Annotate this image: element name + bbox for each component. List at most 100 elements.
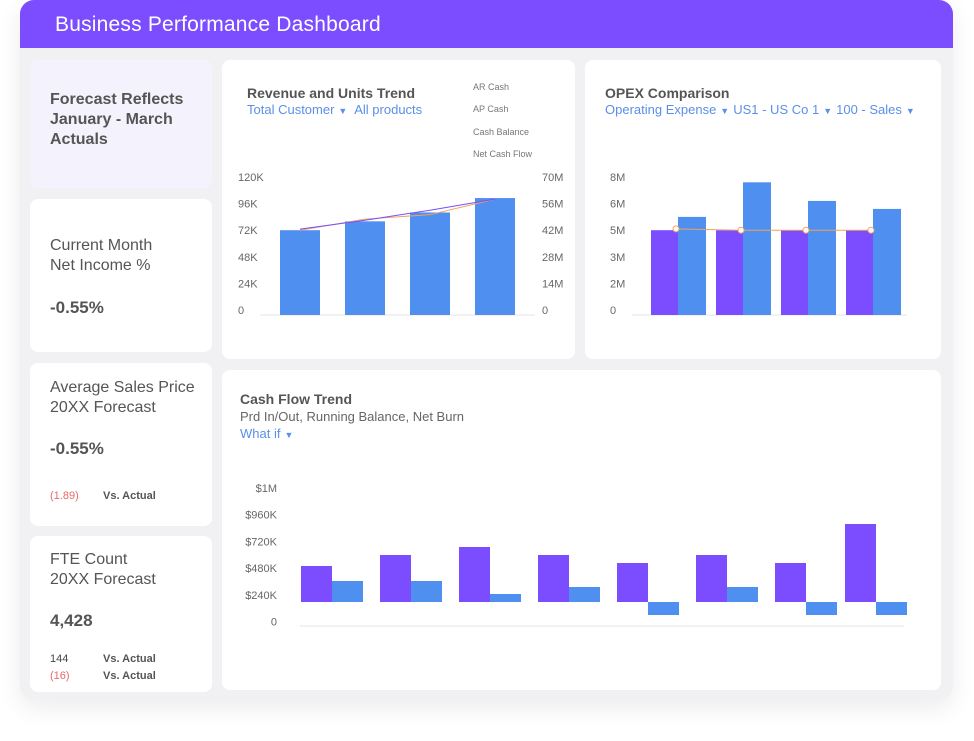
bar-blue bbox=[873, 208, 901, 315]
y-tick-label: 8M bbox=[610, 172, 625, 184]
y-tick-label: 3M bbox=[610, 252, 625, 264]
kpi-line1: Current Month bbox=[50, 237, 153, 254]
bar-purple bbox=[538, 555, 569, 602]
filter-label: Operating Expense bbox=[605, 102, 717, 117]
page-title: Business Performance Dashboard bbox=[55, 13, 381, 36]
legend-item[interactable]: AP Cash bbox=[473, 104, 509, 114]
y-tick-label: 0 bbox=[610, 305, 616, 317]
kpi-delta2: (16) bbox=[50, 670, 70, 682]
bar-purple bbox=[716, 230, 743, 315]
chart-title: Revenue and Units Trend bbox=[247, 85, 416, 101]
company-filter-dropdown[interactable]: US1 - US Co 1 ▼ bbox=[733, 102, 836, 117]
caret-down-icon: ▼ bbox=[905, 106, 915, 116]
legend-item[interactable]: Net Cash Flow bbox=[473, 149, 533, 159]
bar-blue bbox=[411, 581, 442, 602]
bar-purple bbox=[301, 566, 332, 602]
bar-purple bbox=[651, 230, 678, 315]
header: Business Performance Dashboard bbox=[20, 0, 953, 48]
y-tick-label: 96K bbox=[238, 199, 258, 211]
kpi-line2: Net Income % bbox=[50, 257, 151, 274]
bar-purple bbox=[617, 563, 648, 602]
bar-purple bbox=[775, 563, 806, 602]
bar-blue bbox=[806, 602, 837, 615]
kpi-value: -0.55% bbox=[50, 298, 104, 317]
what-if-dropdown[interactable]: What if ▼ bbox=[240, 426, 297, 441]
kpi-line2: 20XX Forecast bbox=[50, 571, 156, 588]
caret-down-icon: ▼ bbox=[823, 106, 833, 116]
revenue-chart: 120K 70M 96K 56M 72K 42M 48K 28M 24K 14M 0 0 bbox=[238, 172, 563, 317]
kpi-avg-price-card: Average Sales Price 20XX Forecast -0.55%… bbox=[30, 363, 212, 526]
filter-label: 100 - Sales bbox=[836, 102, 902, 117]
y-tick-label: 0 bbox=[238, 305, 244, 317]
line-series bbox=[675, 228, 871, 231]
bar-purple bbox=[459, 547, 490, 602]
bar-blue bbox=[648, 602, 679, 615]
y2-tick-label: 28M bbox=[542, 252, 563, 264]
bar-blue bbox=[808, 200, 836, 315]
product-filter-dropdown[interactable]: All products bbox=[354, 102, 423, 117]
y-tick-label: $480K bbox=[245, 563, 277, 575]
bar-blue bbox=[490, 594, 521, 602]
kpi-value: 4,428 bbox=[50, 611, 93, 630]
bar-blue bbox=[743, 182, 771, 315]
bar-purple bbox=[696, 555, 727, 602]
kpi-fte-card: FTE Count 20XX Forecast 4,428 144 Vs. Ac… bbox=[30, 536, 212, 692]
line-series-purple bbox=[299, 198, 496, 230]
filter-label: US1 - US Co 1 bbox=[733, 102, 820, 117]
y2-tick-label: 42M bbox=[542, 225, 563, 237]
kpi-delta: (1.89) bbox=[50, 490, 79, 502]
kpi-delta-label: Vs. Actual bbox=[103, 490, 156, 502]
kpi-line1: Average Sales Price bbox=[50, 379, 195, 396]
line-point bbox=[672, 225, 680, 233]
legend-item[interactable]: AR Cash bbox=[473, 82, 510, 92]
caret-down-icon: ▼ bbox=[338, 106, 348, 116]
bar-blue bbox=[678, 216, 706, 315]
department-filter-dropdown[interactable]: 100 - Sales ▼ bbox=[836, 102, 919, 117]
bar bbox=[280, 230, 320, 315]
bar-purple bbox=[781, 230, 808, 315]
chart-title: OPEX Comparison bbox=[605, 85, 730, 101]
y-tick-label: 24K bbox=[238, 278, 258, 290]
kpi-delta1-label: Vs. Actual bbox=[103, 653, 156, 665]
opex-card: OPEX Comparison Operating Expense ▼ US1 - … bbox=[585, 60, 941, 359]
y-tick-label: 5M bbox=[610, 225, 625, 237]
bar-purple bbox=[380, 555, 411, 602]
y2-tick-label: 14M bbox=[542, 278, 563, 290]
line-point bbox=[802, 226, 810, 234]
y2-tick-label: 70M bbox=[542, 172, 563, 184]
y-tick-label: $720K bbox=[245, 536, 277, 548]
chart-subtitle: Prd In/Out, Running Balance, Net Burn bbox=[240, 409, 465, 424]
customer-filter-dropdown[interactable]: Total Customer ▼ bbox=[247, 102, 351, 117]
revenue-card: Revenue and Units Trend Total Customer ▼ … bbox=[222, 60, 575, 359]
opex-chart: 8M 6M 5M 3M 2M 0 bbox=[610, 172, 907, 317]
kpi-delta1: 144 bbox=[50, 653, 69, 665]
legend-item[interactable]: Cash Balance bbox=[473, 127, 530, 137]
y-tick-label: $240K bbox=[245, 590, 277, 602]
filter-label: What if bbox=[240, 426, 281, 441]
y-tick-label: 2M bbox=[610, 278, 625, 290]
y-tick-label: $1M bbox=[256, 483, 277, 495]
line-point bbox=[867, 226, 875, 234]
y2-tick-label: 56M bbox=[542, 199, 563, 211]
cashflow-card: Cash Flow Trend Prd In/Out, Running Bala… bbox=[222, 370, 941, 690]
y2-tick-label: 0 bbox=[542, 305, 548, 317]
bar-blue bbox=[727, 587, 758, 602]
bar-blue bbox=[876, 602, 907, 615]
bar-purple bbox=[845, 524, 876, 602]
expense-filter-dropdown[interactable]: Operating Expense ▼ bbox=[605, 102, 733, 117]
kpi-delta2-label: Vs. Actual bbox=[103, 670, 156, 682]
forecast-title: Forecast Reflects January - March Actual… bbox=[50, 91, 184, 148]
bar-blue bbox=[332, 581, 363, 602]
bar bbox=[345, 221, 385, 315]
filter-label: Total Customer bbox=[247, 102, 335, 117]
kpi-net-income-card: Current Month Net Income % -0.55% bbox=[30, 199, 212, 352]
kpi-line1: FTE Count bbox=[50, 551, 128, 568]
kpi-forecast-card: Forecast Reflects January - March Actual… bbox=[30, 60, 212, 188]
bar bbox=[475, 198, 515, 315]
bar-blue bbox=[569, 587, 600, 602]
kpi-value: -0.55% bbox=[50, 439, 104, 458]
bar bbox=[410, 212, 450, 315]
line-point bbox=[737, 226, 745, 234]
cashflow-chart: $1M $960K $720K $480K $240K 0 bbox=[245, 483, 907, 629]
caret-down-icon: ▼ bbox=[720, 106, 730, 116]
